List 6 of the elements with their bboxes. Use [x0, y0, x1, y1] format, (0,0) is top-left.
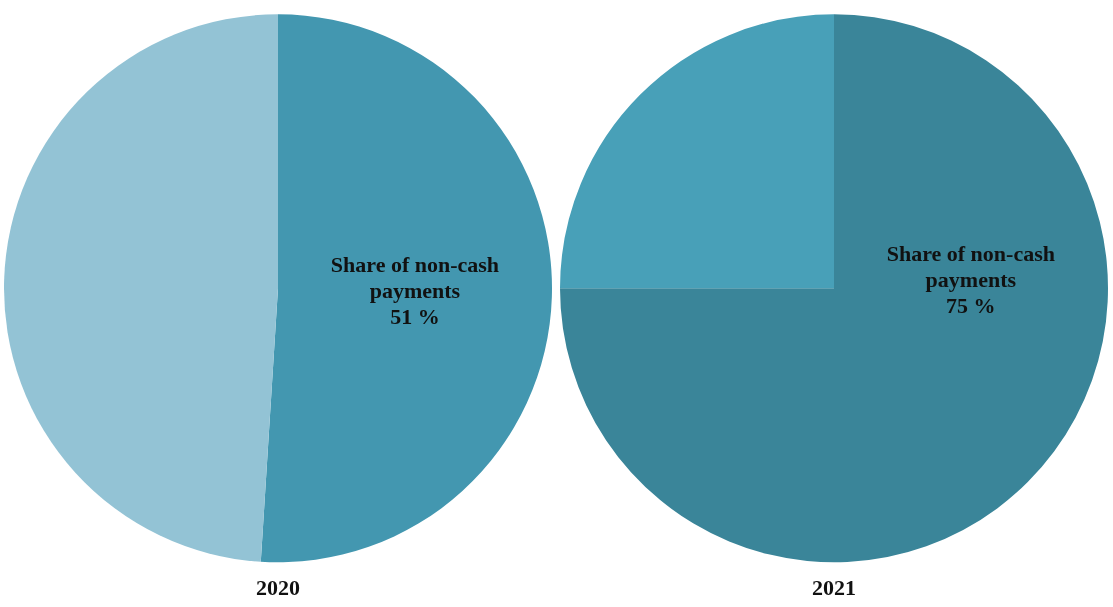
- slice-label: Share of non-cash payments: [330, 252, 500, 304]
- data-label: 75 %: [946, 293, 996, 319]
- data-label: 51 %: [390, 304, 440, 330]
- text: 2021: [812, 575, 856, 601]
- text: 2020: [256, 575, 300, 601]
- slice-label: Share of non-cash payments: [886, 241, 1055, 293]
